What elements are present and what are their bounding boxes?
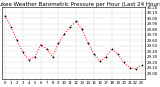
Title: Milwaukee Weather Barometric Pressure per Hour (Last 24 Hours): Milwaukee Weather Barometric Pressure pe… bbox=[0, 2, 160, 7]
